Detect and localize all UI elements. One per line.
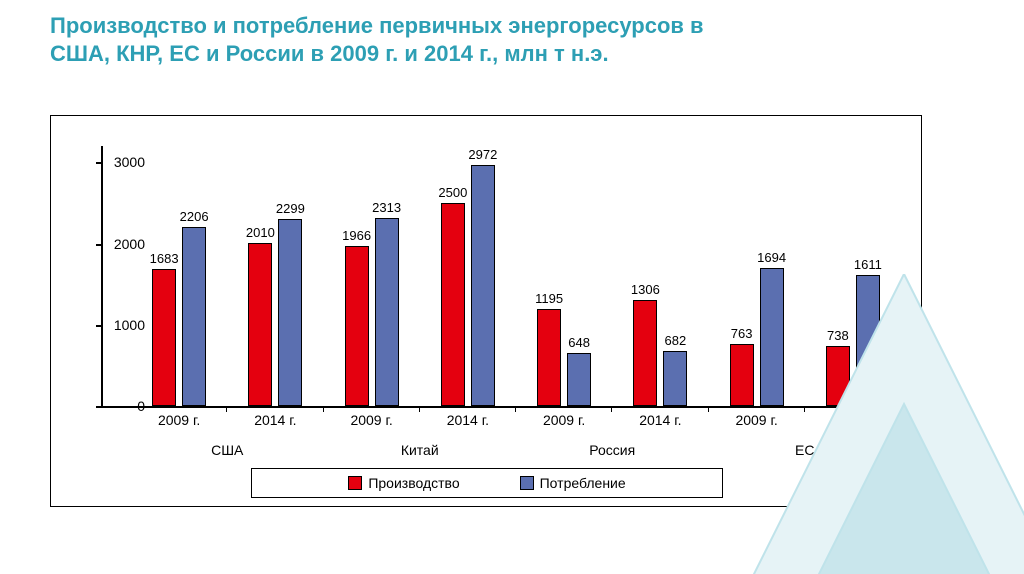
bar-consumption <box>760 268 784 406</box>
x-country-label: Китай <box>360 442 480 458</box>
bar-consumption <box>663 351 687 406</box>
bar-production <box>152 269 176 406</box>
bar-value-label: 1195 <box>529 291 569 306</box>
x-year-label: 2009 г. <box>524 412 604 428</box>
y-tick-label: 2000 <box>95 236 145 252</box>
y-tick-mark <box>96 325 101 327</box>
bar-value-label: 1966 <box>337 228 377 243</box>
bar-production <box>345 246 369 406</box>
legend-swatch-production <box>348 476 362 490</box>
bar-consumption <box>182 227 206 406</box>
y-tick-mark <box>96 244 101 246</box>
chart-frame: 0 1000 2000 3000 1683 2206 2009 г. 2010 2299 2014… <box>50 115 922 507</box>
x-year-label: 2014 г. <box>620 412 700 428</box>
bar-consumption <box>278 219 302 406</box>
bar-value-label: 2010 <box>240 225 280 240</box>
x-axis <box>101 406 901 408</box>
y-tick-label: 3000 <box>95 154 145 170</box>
x-year-label: 2009 г. <box>717 412 797 428</box>
bar-value-label: 2500 <box>433 185 473 200</box>
bar-production <box>537 309 561 406</box>
bar-value-label: 2972 <box>463 147 503 162</box>
y-tick-mark <box>96 406 101 408</box>
y-tick-label: 1000 <box>95 317 145 333</box>
x-tick-mark <box>226 406 227 412</box>
x-country-label: ЕС <box>745 442 865 458</box>
bar-consumption <box>567 353 591 406</box>
legend: Производство Потребление <box>251 468 723 498</box>
legend-entry-consumption: Потребление <box>520 475 626 491</box>
bar-value-label: 763 <box>722 326 762 341</box>
bar-consumption <box>856 275 880 406</box>
bar-production <box>730 344 754 406</box>
x-tick-mark <box>419 406 420 412</box>
bar-value-label: 1694 <box>752 250 792 265</box>
bar-value-label: 682 <box>655 333 695 348</box>
x-tick-mark <box>323 406 324 412</box>
bar-value-label: 2313 <box>367 200 407 215</box>
bar-value-label: 1611 <box>848 257 888 272</box>
bar-production <box>441 203 465 406</box>
bar-value-label: 2206 <box>174 209 214 224</box>
x-tick-mark <box>708 406 709 412</box>
x-tick-mark <box>900 406 901 412</box>
x-tick-mark <box>515 406 516 412</box>
bar-production <box>633 300 657 406</box>
legend-label-consumption: Потребление <box>540 475 626 491</box>
bar-value-label: 2299 <box>270 201 310 216</box>
bar-value-label: 1306 <box>625 282 665 297</box>
bar-consumption <box>471 165 495 406</box>
y-axis <box>101 146 103 406</box>
chart-title: Производство и потребление первичных эне… <box>50 12 730 67</box>
legend-swatch-consumption <box>520 476 534 490</box>
x-year-label: 2014 г. <box>235 412 315 428</box>
x-tick-mark <box>804 406 805 412</box>
y-tick-label: 0 <box>95 398 145 414</box>
bar-value-label: 1683 <box>144 251 184 266</box>
x-year-label: 2009 г. <box>139 412 219 428</box>
y-tick-mark <box>96 162 101 164</box>
x-year-label: 2014 г. <box>428 412 508 428</box>
legend-entry-production: Производство <box>348 475 459 491</box>
x-year-label: 2009 г. <box>332 412 412 428</box>
x-country-label: США <box>167 442 287 458</box>
bar-value-label: 648 <box>559 335 599 350</box>
plot-area: 0100020003000168322062009 г.201022992014… <box>101 146 901 406</box>
x-country-label: Россия <box>552 442 672 458</box>
x-tick-mark <box>611 406 612 412</box>
bar-value-label: 738 <box>818 328 858 343</box>
bar-production <box>826 346 850 406</box>
legend-label-production: Производство <box>368 475 459 491</box>
bar-production <box>248 243 272 406</box>
x-year-label: 2014 г. <box>813 412 893 428</box>
bar-consumption <box>375 218 399 406</box>
